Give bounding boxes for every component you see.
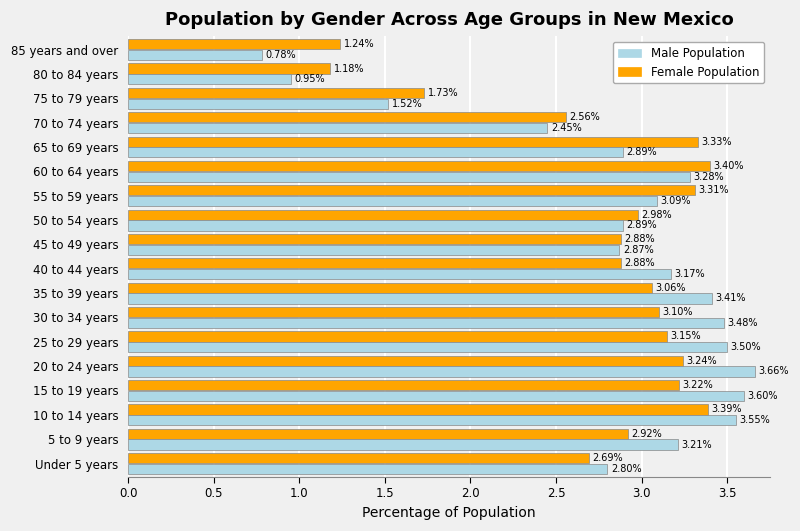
Bar: [128, 74, 290, 84]
Bar: [128, 307, 658, 317]
Text: 2.89%: 2.89%: [626, 148, 657, 157]
Text: 2.92%: 2.92%: [631, 429, 662, 439]
Bar: [128, 453, 589, 463]
Text: 2.45%: 2.45%: [551, 123, 582, 133]
Bar: [128, 318, 724, 328]
Bar: [128, 99, 388, 109]
Text: 3.15%: 3.15%: [670, 331, 702, 341]
Text: 0.78%: 0.78%: [265, 50, 296, 60]
Text: 2.98%: 2.98%: [642, 210, 672, 220]
Bar: [128, 196, 657, 206]
Text: 3.22%: 3.22%: [682, 380, 714, 390]
Bar: [128, 147, 622, 158]
Text: 2.69%: 2.69%: [592, 453, 622, 463]
Text: 3.33%: 3.33%: [702, 136, 732, 147]
Text: 3.21%: 3.21%: [681, 440, 711, 450]
Bar: [128, 136, 698, 147]
Bar: [128, 245, 619, 255]
Text: 3.17%: 3.17%: [674, 269, 705, 279]
Bar: [128, 258, 621, 269]
Bar: [128, 331, 667, 341]
Text: 3.06%: 3.06%: [655, 282, 686, 293]
Bar: [128, 429, 628, 439]
Bar: [128, 123, 547, 133]
Text: 1.73%: 1.73%: [428, 88, 458, 98]
Text: 3.10%: 3.10%: [662, 307, 693, 317]
Text: 3.28%: 3.28%: [693, 172, 723, 182]
Bar: [128, 391, 744, 401]
Text: 3.40%: 3.40%: [714, 161, 744, 171]
Bar: [128, 112, 566, 123]
Text: 1.18%: 1.18%: [334, 64, 364, 74]
Bar: [128, 64, 330, 74]
Legend: Male Population, Female Population: Male Population, Female Population: [613, 42, 764, 83]
Bar: [128, 210, 638, 220]
Text: 3.60%: 3.60%: [748, 391, 778, 401]
Bar: [128, 380, 679, 390]
Text: 2.88%: 2.88%: [625, 259, 655, 268]
Text: 2.56%: 2.56%: [570, 112, 601, 122]
Bar: [128, 415, 736, 425]
Bar: [128, 366, 754, 376]
Text: 3.48%: 3.48%: [727, 318, 758, 328]
Bar: [128, 356, 682, 366]
Text: 3.31%: 3.31%: [698, 185, 729, 195]
Text: 2.88%: 2.88%: [625, 234, 655, 244]
Text: 3.09%: 3.09%: [661, 196, 691, 206]
Bar: [128, 464, 607, 474]
Text: 3.39%: 3.39%: [712, 405, 742, 415]
Bar: [128, 185, 694, 195]
Bar: [128, 50, 262, 60]
Text: 2.80%: 2.80%: [610, 464, 642, 474]
Bar: [128, 39, 340, 49]
X-axis label: Percentage of Population: Percentage of Population: [362, 506, 536, 520]
Text: 3.50%: 3.50%: [730, 342, 762, 352]
Bar: [128, 282, 652, 293]
Text: 3.41%: 3.41%: [715, 294, 746, 303]
Bar: [128, 293, 712, 304]
Bar: [128, 220, 622, 230]
Bar: [128, 405, 708, 415]
Text: 3.66%: 3.66%: [758, 366, 789, 376]
Bar: [128, 234, 621, 244]
Bar: [128, 172, 690, 182]
Text: 2.87%: 2.87%: [622, 245, 654, 255]
Text: 3.55%: 3.55%: [739, 415, 770, 425]
Bar: [128, 269, 670, 279]
Bar: [128, 440, 678, 450]
Bar: [128, 342, 727, 352]
Text: 1.52%: 1.52%: [392, 99, 422, 109]
Text: 2.89%: 2.89%: [626, 220, 657, 230]
Title: Population by Gender Across Age Groups in New Mexico: Population by Gender Across Age Groups i…: [165, 11, 734, 29]
Text: 0.95%: 0.95%: [294, 74, 325, 84]
Text: 3.24%: 3.24%: [686, 356, 717, 366]
Bar: [128, 88, 424, 98]
Text: 1.24%: 1.24%: [344, 39, 374, 49]
Bar: [128, 161, 710, 171]
